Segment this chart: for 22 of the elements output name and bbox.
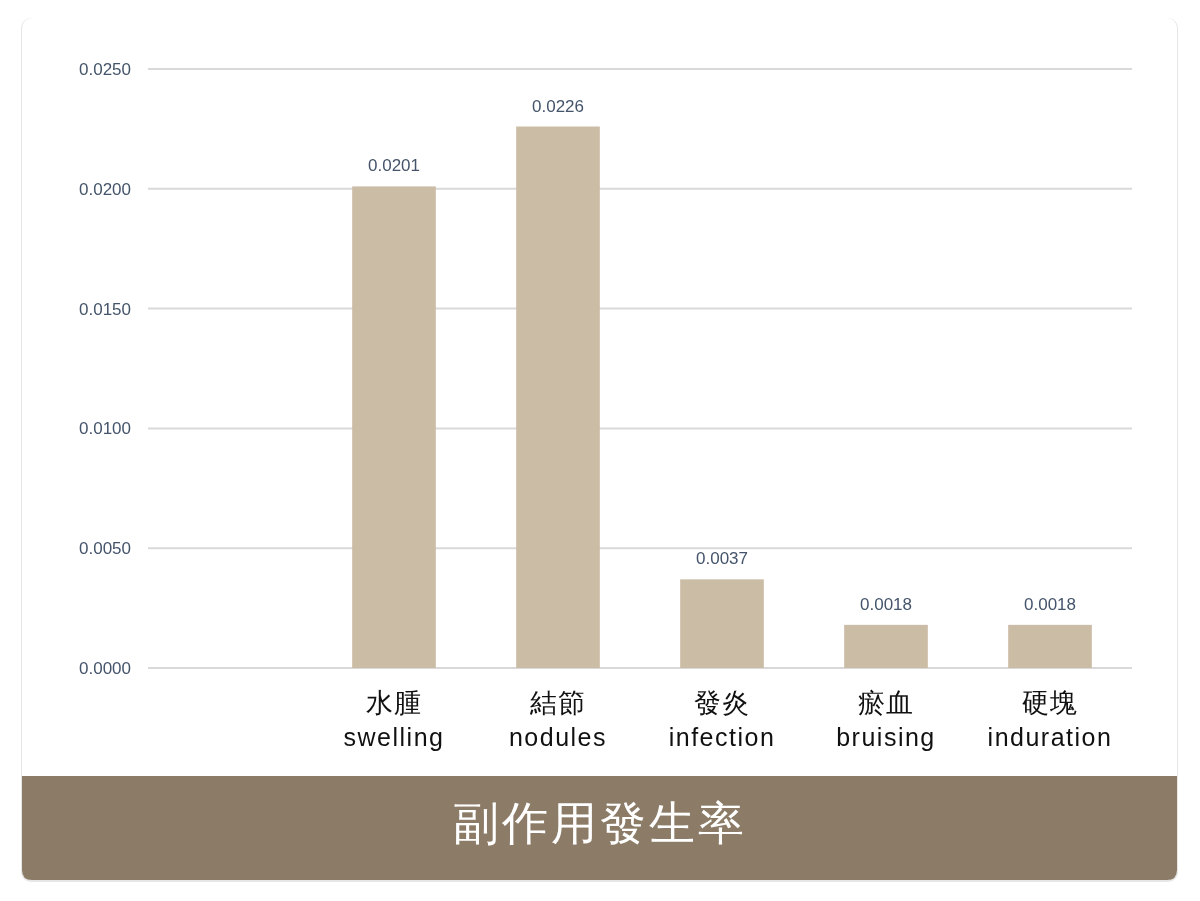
y-tick-label: 0.0000 xyxy=(79,659,131,678)
bar xyxy=(680,579,764,668)
data-label: 0.0018 xyxy=(1024,594,1076,614)
data-label: 0.0226 xyxy=(532,96,584,116)
x-tick-label: 結節 nodules xyxy=(508,688,608,751)
y-tick-label: 0.0200 xyxy=(79,179,131,199)
bar xyxy=(352,186,436,668)
text: 副作用發生率 xyxy=(452,797,747,849)
x-tick-label: 水腫 swelling xyxy=(343,688,445,751)
y-tick-label: 0.0050 xyxy=(79,539,131,559)
data-label: 0.0201 xyxy=(368,156,420,176)
y-tick-label: 0.0100 xyxy=(79,419,131,439)
bar xyxy=(1008,624,1092,668)
data-label: 0.0037 xyxy=(696,549,748,569)
bar xyxy=(844,624,928,668)
x-tick-label: 瘀血 bruising xyxy=(836,688,936,751)
y-tick-label: 0.0150 xyxy=(79,299,131,319)
x-tick-label: 發炎 infection xyxy=(668,688,776,751)
data-label: 0.0018 xyxy=(860,594,912,614)
bar xyxy=(516,126,600,668)
x-tick-label: 硬塊 induration xyxy=(987,688,1113,751)
y-tick-label: 0.0250 xyxy=(79,60,131,79)
